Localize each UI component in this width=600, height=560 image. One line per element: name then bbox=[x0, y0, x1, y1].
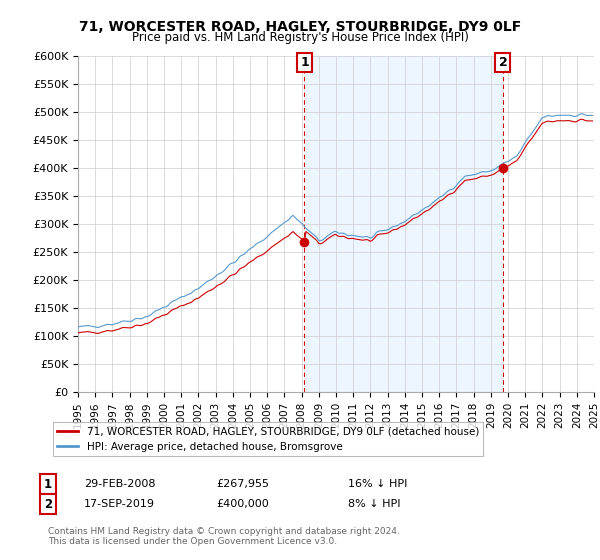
Text: 1: 1 bbox=[44, 478, 52, 491]
Text: 16% ↓ HPI: 16% ↓ HPI bbox=[348, 479, 407, 489]
Text: 29-FEB-2008: 29-FEB-2008 bbox=[84, 479, 155, 489]
Text: 1: 1 bbox=[300, 56, 309, 69]
Text: Contains HM Land Registry data © Crown copyright and database right 2024.
This d: Contains HM Land Registry data © Crown c… bbox=[48, 526, 400, 546]
Legend: 71, WORCESTER ROAD, HAGLEY, STOURBRIDGE, DY9 0LF (detached house), HPI: Average : 71, WORCESTER ROAD, HAGLEY, STOURBRIDGE,… bbox=[53, 422, 483, 456]
Text: £400,000: £400,000 bbox=[216, 499, 269, 509]
Text: Price paid vs. HM Land Registry's House Price Index (HPI): Price paid vs. HM Land Registry's House … bbox=[131, 31, 469, 44]
Text: 2: 2 bbox=[499, 56, 508, 69]
Text: £267,955: £267,955 bbox=[216, 479, 269, 489]
Text: 71, WORCESTER ROAD, HAGLEY, STOURBRIDGE, DY9 0LF: 71, WORCESTER ROAD, HAGLEY, STOURBRIDGE,… bbox=[79, 20, 521, 34]
Text: 8% ↓ HPI: 8% ↓ HPI bbox=[348, 499, 401, 509]
Text: 17-SEP-2019: 17-SEP-2019 bbox=[84, 499, 155, 509]
Text: 2: 2 bbox=[44, 497, 52, 511]
